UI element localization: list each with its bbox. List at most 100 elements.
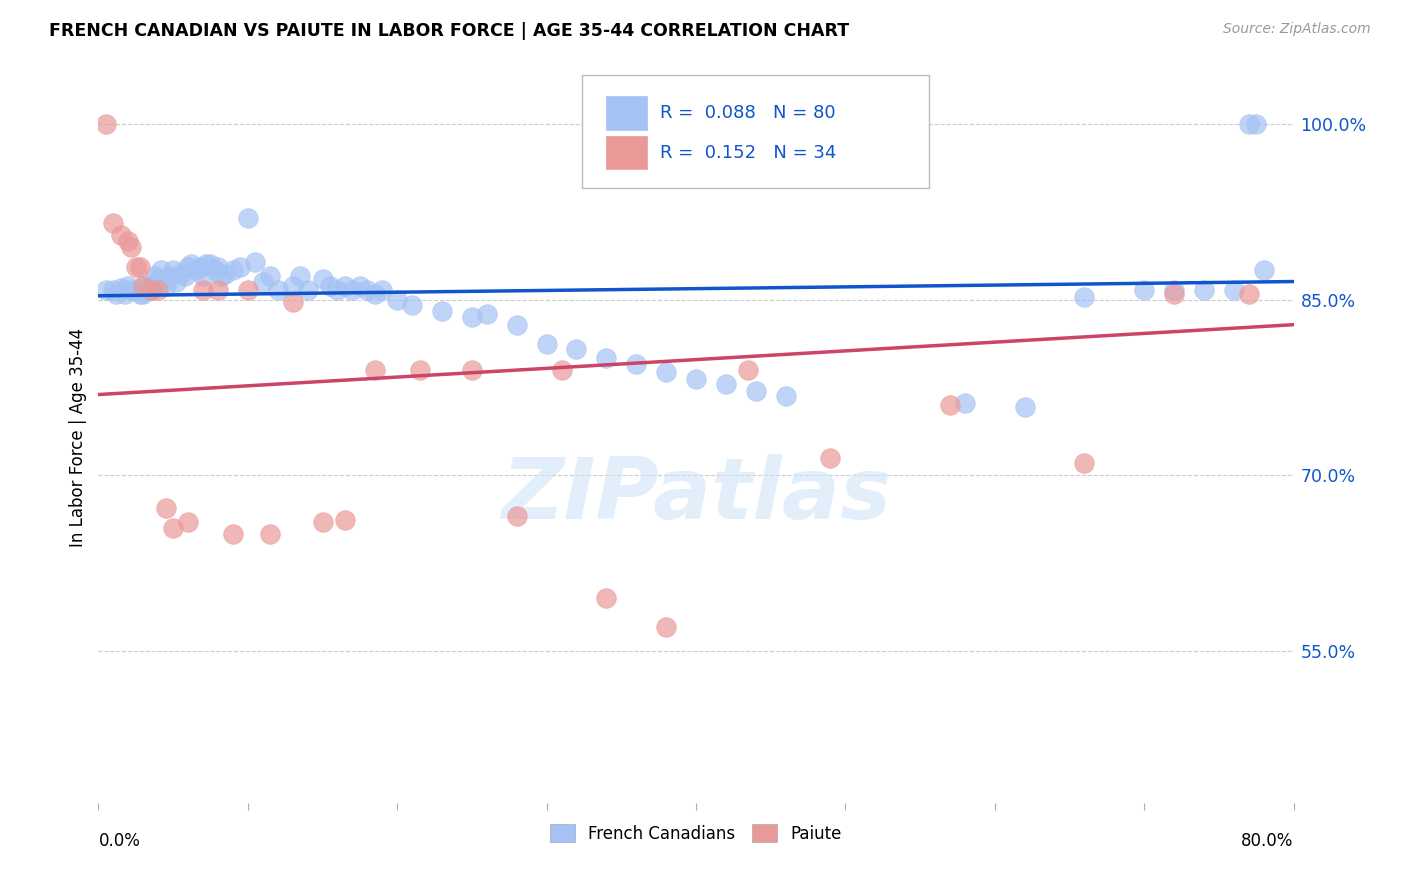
Point	[267, 283, 290, 297]
Point	[737, 363, 759, 377]
Text: 80.0%: 80.0%	[1241, 832, 1294, 850]
Point	[953, 395, 976, 409]
Point	[288, 269, 311, 284]
Point	[132, 278, 155, 293]
Point	[103, 217, 125, 231]
Point	[1163, 286, 1185, 301]
Point	[188, 260, 211, 274]
Point	[626, 357, 648, 371]
Legend: French Canadians, Paiute: French Canadians, Paiute	[543, 818, 849, 849]
Point	[252, 275, 274, 289]
Point	[311, 515, 333, 529]
Point	[1237, 286, 1260, 301]
Point	[506, 318, 529, 333]
Text: R =  0.152   N = 34: R = 0.152 N = 34	[661, 144, 837, 161]
Point	[655, 620, 678, 634]
Point	[506, 509, 529, 524]
Point	[129, 286, 152, 301]
Point	[319, 278, 342, 293]
Point	[1163, 283, 1185, 297]
Point	[143, 269, 166, 284]
Y-axis label: In Labor Force | Age 35-44: In Labor Force | Age 35-44	[69, 327, 87, 547]
Point	[364, 286, 387, 301]
Point	[132, 278, 155, 293]
Point	[595, 351, 617, 365]
Point	[326, 283, 349, 297]
Point	[169, 267, 191, 281]
Point	[94, 117, 117, 131]
Text: 0.0%: 0.0%	[98, 832, 141, 850]
Text: R =  0.088   N = 80: R = 0.088 N = 80	[661, 104, 835, 122]
Point	[595, 591, 617, 605]
Point	[356, 283, 378, 297]
Point	[364, 363, 387, 377]
Point	[207, 283, 229, 297]
Point	[132, 286, 155, 301]
Point	[105, 286, 128, 301]
Point	[259, 269, 281, 284]
Point	[209, 269, 232, 284]
Point	[207, 260, 229, 274]
Point	[1223, 283, 1246, 297]
Point	[461, 310, 484, 325]
FancyBboxPatch shape	[606, 136, 647, 169]
Point	[180, 257, 202, 271]
Point	[159, 269, 181, 284]
Point	[117, 278, 139, 293]
Point	[177, 260, 200, 274]
Point	[714, 376, 737, 391]
Point	[125, 283, 148, 297]
Point	[1073, 457, 1095, 471]
Point	[120, 240, 142, 254]
Point	[745, 384, 768, 398]
Point	[550, 363, 572, 377]
Point	[1192, 283, 1215, 297]
Point	[139, 283, 162, 297]
Point	[110, 228, 132, 243]
Point	[297, 283, 319, 297]
Text: ZIPatlas: ZIPatlas	[501, 454, 891, 537]
Point	[94, 283, 117, 297]
FancyBboxPatch shape	[582, 75, 929, 188]
Point	[150, 263, 173, 277]
Point	[565, 342, 588, 356]
Point	[371, 283, 394, 297]
Point	[120, 283, 142, 297]
Point	[148, 283, 170, 297]
Point	[685, 372, 707, 386]
Point	[200, 257, 222, 271]
Point	[820, 450, 842, 465]
Point	[236, 283, 259, 297]
Point	[139, 278, 162, 293]
Point	[775, 388, 797, 402]
Point	[117, 234, 139, 248]
Point	[222, 526, 245, 541]
Point	[184, 263, 207, 277]
Point	[229, 260, 252, 274]
Point	[162, 521, 184, 535]
Point	[165, 275, 187, 289]
Point	[103, 283, 125, 297]
Point	[333, 512, 356, 526]
Point	[349, 278, 371, 293]
Point	[155, 278, 177, 293]
Point	[939, 398, 962, 412]
Point	[1253, 263, 1275, 277]
Point	[162, 263, 184, 277]
Point	[125, 260, 148, 274]
Point	[236, 211, 259, 225]
Point	[155, 271, 177, 285]
Point	[408, 363, 430, 377]
Point	[536, 337, 558, 351]
Point	[1237, 117, 1260, 131]
Text: Source: ZipAtlas.com: Source: ZipAtlas.com	[1223, 22, 1371, 37]
Point	[281, 278, 304, 293]
Point	[135, 283, 157, 297]
Point	[1014, 401, 1036, 415]
Point	[148, 275, 170, 289]
Point	[195, 257, 218, 271]
Point	[430, 304, 453, 318]
Point	[655, 365, 678, 379]
Point	[401, 298, 423, 312]
Point	[222, 263, 245, 277]
